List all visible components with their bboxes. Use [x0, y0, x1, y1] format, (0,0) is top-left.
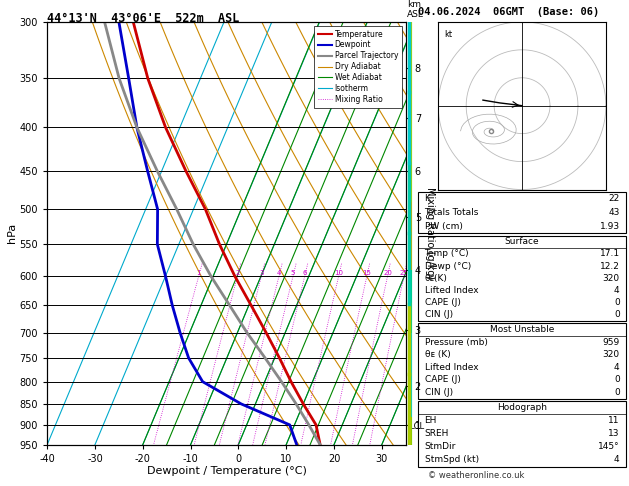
Text: 0: 0	[614, 388, 620, 397]
Bar	[418, 236, 626, 321]
Text: 145°: 145°	[598, 442, 620, 451]
Text: θᴇ (K): θᴇ (K)	[425, 350, 450, 359]
Text: Totals Totals: Totals Totals	[425, 208, 479, 217]
Text: 43: 43	[608, 208, 620, 217]
Text: CIN (J): CIN (J)	[425, 388, 453, 397]
Text: Lifted Index: Lifted Index	[425, 363, 478, 372]
Text: 0: 0	[614, 310, 620, 319]
Text: 10: 10	[334, 270, 343, 276]
Text: Hodograph: Hodograph	[497, 403, 547, 412]
Text: PW (cm): PW (cm)	[425, 222, 462, 231]
Text: 4: 4	[277, 270, 281, 276]
Text: Surface: Surface	[504, 237, 540, 246]
Text: 13: 13	[608, 429, 620, 438]
Text: StmSpd (kt): StmSpd (kt)	[425, 455, 479, 465]
Text: 320: 320	[603, 274, 620, 283]
Bar	[418, 192, 626, 233]
Text: CAPE (J): CAPE (J)	[425, 298, 460, 307]
Bar	[418, 401, 626, 467]
Text: Most Unstable: Most Unstable	[490, 325, 554, 334]
X-axis label: Dewpoint / Temperature (°C): Dewpoint / Temperature (°C)	[147, 467, 306, 476]
Text: 0: 0	[614, 298, 620, 307]
Text: StmDir: StmDir	[425, 442, 456, 451]
Text: 0: 0	[614, 375, 620, 384]
Text: km
ASL: km ASL	[407, 0, 424, 19]
Text: Lifted Index: Lifted Index	[425, 286, 478, 295]
Text: 1: 1	[196, 270, 201, 276]
Text: 2: 2	[235, 270, 240, 276]
Text: θᴇ(K): θᴇ(K)	[425, 274, 447, 283]
Text: 1.93: 1.93	[599, 222, 620, 231]
Text: 4: 4	[614, 286, 620, 295]
Text: 44°13'N  43°06'E  522m  ASL: 44°13'N 43°06'E 522m ASL	[47, 12, 240, 25]
Text: CAPE (J): CAPE (J)	[425, 375, 460, 384]
Text: CIN (J): CIN (J)	[425, 310, 453, 319]
Text: 320: 320	[603, 350, 620, 359]
Text: 15: 15	[362, 270, 371, 276]
Text: 04.06.2024  06GMT  (Base: 06): 04.06.2024 06GMT (Base: 06)	[418, 7, 599, 17]
Text: 4: 4	[614, 455, 620, 465]
Text: 6: 6	[303, 270, 307, 276]
Text: Pressure (mb): Pressure (mb)	[425, 337, 487, 347]
Text: EH: EH	[425, 416, 437, 425]
Legend: Temperature, Dewpoint, Parcel Trajectory, Dry Adiabat, Wet Adiabat, Isotherm, Mi: Temperature, Dewpoint, Parcel Trajectory…	[314, 26, 402, 108]
Text: SREH: SREH	[425, 429, 449, 438]
Text: 4: 4	[614, 363, 620, 372]
Text: 959: 959	[603, 337, 620, 347]
Y-axis label: hPa: hPa	[7, 223, 17, 243]
Text: 25: 25	[399, 270, 408, 276]
Text: 3: 3	[259, 270, 264, 276]
Text: K: K	[425, 194, 430, 203]
Text: 11: 11	[608, 416, 620, 425]
Text: Temp (°C): Temp (°C)	[425, 249, 469, 259]
Text: kt: kt	[444, 30, 452, 39]
Text: 12.2: 12.2	[600, 261, 620, 271]
Text: 20: 20	[383, 270, 392, 276]
Y-axis label: Mixing Ratio (g/kg): Mixing Ratio (g/kg)	[425, 187, 435, 279]
Text: 22: 22	[608, 194, 620, 203]
Text: Dewp (°C): Dewp (°C)	[425, 261, 470, 271]
Text: LCL: LCL	[409, 422, 425, 432]
Text: 17.1: 17.1	[599, 249, 620, 259]
Text: © weatheronline.co.uk: © weatheronline.co.uk	[428, 471, 524, 480]
Text: 5: 5	[291, 270, 295, 276]
Bar	[418, 323, 626, 399]
